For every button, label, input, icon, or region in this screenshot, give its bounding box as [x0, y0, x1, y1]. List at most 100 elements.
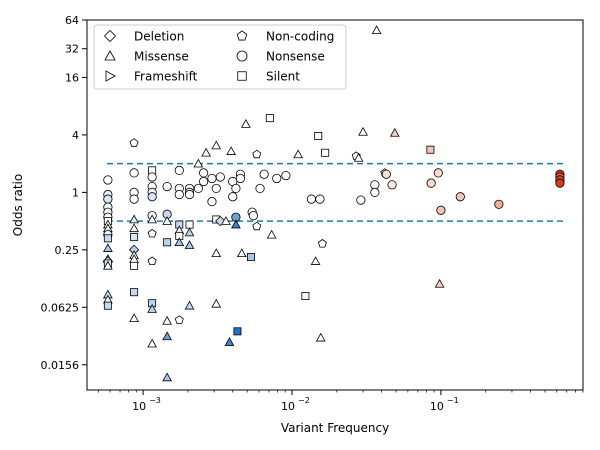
legend-label: Non-coding: [266, 30, 334, 44]
data-point-circle: [174, 189, 184, 200]
data-point-triangle: [147, 303, 158, 313]
data-point-pentagon: [252, 149, 262, 159]
x-axis-label: Variant Frequency: [281, 421, 389, 435]
y-tick-label: 1: [72, 186, 79, 199]
legend-marker-x-circle: [236, 50, 248, 62]
data-point-pentagon: [147, 228, 157, 238]
data-point-triangle: [371, 25, 382, 34]
y-tick-label: 16: [65, 71, 79, 84]
data-point-circle: [199, 176, 209, 187]
data-point-circle: [555, 178, 565, 188]
data-point-triangle: [240, 119, 251, 128]
data-point-circle: [436, 205, 446, 215]
legend: Deletion Missense Frameshift Non-coding Nons…: [93, 24, 347, 90]
legend-label: Silent: [266, 70, 300, 84]
data-point-pentagon: [252, 221, 262, 231]
data-point-circle: [248, 211, 258, 221]
data-point-triangle: [353, 152, 364, 162]
data-point-circle: [215, 172, 225, 182]
data-point-circle: [207, 197, 217, 207]
x-tick-label: 10: [132, 400, 146, 413]
data-point-square: [103, 234, 112, 243]
data-point-triangle: [129, 223, 139, 233]
data-point-circle: [259, 169, 269, 179]
data-point-triangle: [129, 214, 139, 224]
data-point-square: [301, 292, 310, 301]
legend-label: Deletion: [134, 30, 184, 44]
y-tick-label: 32: [65, 43, 79, 56]
data-point-circle: [103, 175, 113, 185]
data-point-triangle: [434, 278, 445, 288]
data-point-triangle: [293, 149, 304, 159]
data-point-square: [185, 220, 194, 229]
data-point-circle: [129, 168, 139, 178]
data-point-triangle: [174, 237, 185, 247]
data-point-circle: [211, 183, 221, 194]
data-point-square: [321, 148, 330, 157]
data-point-circle: [370, 187, 380, 197]
data-point-triangle: [211, 298, 222, 308]
data-point-triangle: [236, 248, 247, 258]
data-point-pentagon: [174, 315, 184, 324]
data-point-circle: [147, 192, 157, 202]
data-point-triangle: [129, 313, 139, 323]
x-tick-label: 10: [281, 400, 295, 413]
y-tick-label: 4: [72, 129, 79, 142]
data-points: [102, 25, 565, 382]
legend-label: Missense: [134, 50, 189, 64]
data-point-diamond: [215, 215, 226, 227]
data-point-circle: [103, 194, 113, 204]
data-point-circle: [174, 165, 184, 175]
data-point-circle: [235, 173, 245, 184]
data-point-square: [103, 301, 112, 310]
data-point-pentagon: [147, 256, 157, 266]
data-point-square: [130, 233, 139, 242]
data-point-circle: [455, 192, 465, 202]
data-point-square: [265, 114, 274, 123]
data-point-circle: [228, 192, 238, 202]
y-tick-label: 0.0625: [41, 301, 80, 314]
data-point-triangle: [193, 158, 204, 168]
data-point-circle: [433, 168, 443, 178]
data-point-triangle: [211, 140, 222, 150]
data-point-circle: [306, 194, 317, 204]
data-point-triangle: [221, 216, 231, 225]
data-point-square: [130, 288, 139, 297]
data-point-triangle: [162, 216, 173, 225]
data-point-triangle: [310, 256, 321, 265]
legend-marker-diamond: [103, 29, 117, 43]
data-point-triangle: [102, 260, 113, 270]
data-point-triangle: [389, 127, 400, 137]
data-point-triangle: [147, 338, 158, 348]
data-point-triangle: [184, 227, 195, 237]
y-axis-ticks: 0.0156 0.0625 0.25 1 4 16 32 64: [41, 14, 87, 372]
data-point-circle: [381, 169, 391, 179]
y-tick-label: 64: [65, 14, 79, 27]
data-point-triangle: [211, 248, 222, 258]
plot-area-frame: [86, 19, 584, 391]
data-point-pentagon: [129, 138, 139, 147]
data-point-triangle: [102, 243, 113, 252]
data-point-circle: [426, 178, 436, 188]
data-point-triangle: [315, 332, 326, 342]
data-point-square: [233, 327, 242, 336]
data-point-circle: [199, 168, 209, 178]
legend-label: Frameshift: [134, 70, 198, 84]
data-point-circle: [184, 189, 195, 200]
data-point-square: [130, 261, 139, 270]
data-point-triangle: [162, 331, 173, 341]
x-tick-exponent: −2: [298, 396, 310, 405]
data-point-circle: [129, 194, 139, 204]
y-tick-label: 0.25: [55, 244, 80, 257]
data-point-square: [246, 253, 255, 262]
data-point-triangle: [162, 372, 173, 382]
data-point-circle: [147, 172, 157, 182]
data-point-triangle: [266, 229, 277, 239]
data-point-square: [426, 145, 435, 154]
x-axis-ticks: 10 −3 10 −2 10 −1: [97, 390, 584, 413]
x-tick-exponent: −3: [149, 396, 161, 405]
data-point-triangle: [201, 147, 212, 157]
data-point-pentagon: [317, 238, 327, 248]
data-point-circle: [193, 183, 203, 194]
